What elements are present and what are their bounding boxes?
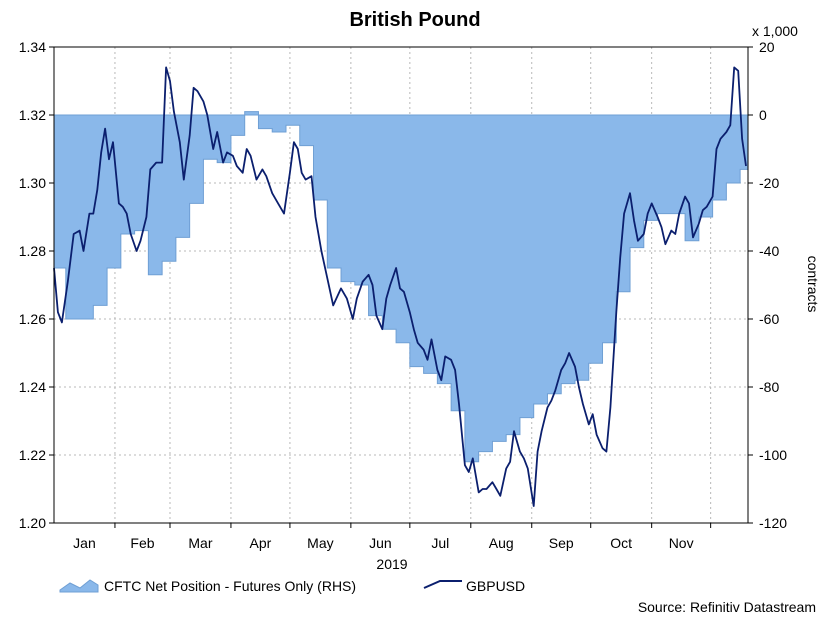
cftc-area-layer: [53, 111, 749, 463]
left-tick-label: 1.34: [19, 39, 46, 55]
right-tick-label: -20: [759, 175, 779, 191]
chart-title: British Pound: [349, 9, 480, 31]
x-tick-label: Jan: [73, 535, 96, 551]
right-tick-label: -120: [759, 515, 787, 531]
gbpusd-line: [53, 66, 747, 507]
right-tick-label: -40: [759, 243, 779, 259]
legend-area-swatch: [59, 579, 99, 593]
left-tick-label: 1.32: [19, 107, 46, 123]
x-axis: Jan Feb Mar Apr May Jun Jul Aug Sep Oct Nov: [73, 523, 712, 551]
left-tick-label: 1.22: [19, 447, 46, 463]
legend-label-gbpusd: GBPUSD: [466, 578, 525, 594]
x-tick-label: Oct: [610, 535, 632, 551]
plot-area: [53, 46, 749, 524]
right-tick-label: -60: [759, 311, 779, 327]
left-tick-label: 1.30: [19, 175, 46, 191]
left-axis: 1.20 1.22 1.24 1.26 1.28 1.30 1.32 1.34: [19, 39, 54, 531]
x-tick-label: Sep: [549, 535, 574, 551]
right-tick-label: 20: [759, 39, 775, 55]
source-note: Source: Refinitiv Datastream: [638, 599, 816, 615]
right-axis: -120 -100 -80 -60 -40 -20 0 20: [748, 39, 787, 531]
legend-line-swatch: [423, 580, 462, 589]
x-tick-label: May: [307, 535, 333, 551]
x-tick-label: Aug: [489, 535, 514, 551]
cftc-net-position-area: [53, 111, 749, 463]
x-tick-label: Jun: [369, 535, 392, 551]
x-tick-label: Jul: [431, 535, 449, 551]
x-tick-label: Apr: [250, 535, 272, 551]
left-tick-label: 1.28: [19, 243, 46, 259]
gbpusd-line-layer: [53, 66, 747, 507]
left-tick-label: 1.20: [19, 515, 46, 531]
left-tick-label: 1.24: [19, 379, 46, 395]
x-tick-label: Feb: [130, 535, 154, 551]
left-tick-label: 1.26: [19, 311, 46, 327]
right-tick-label: -80: [759, 379, 779, 395]
plot-border: [53, 46, 749, 524]
legend-label-cftc: CFTC Net Position - Futures Only (RHS): [104, 578, 356, 594]
right-axis-multiplier: x 1,000: [752, 23, 798, 39]
legend: CFTC Net Position - Futures Only (RHS) G…: [59, 578, 525, 594]
x-axis-year: 2019: [376, 556, 407, 572]
right-tick-label: 0: [759, 107, 767, 123]
right-axis-label: contracts: [805, 256, 820, 313]
right-tick-label: -100: [759, 447, 787, 463]
x-tick-label: Nov: [669, 535, 694, 551]
x-tick-label: Mar: [188, 535, 212, 551]
